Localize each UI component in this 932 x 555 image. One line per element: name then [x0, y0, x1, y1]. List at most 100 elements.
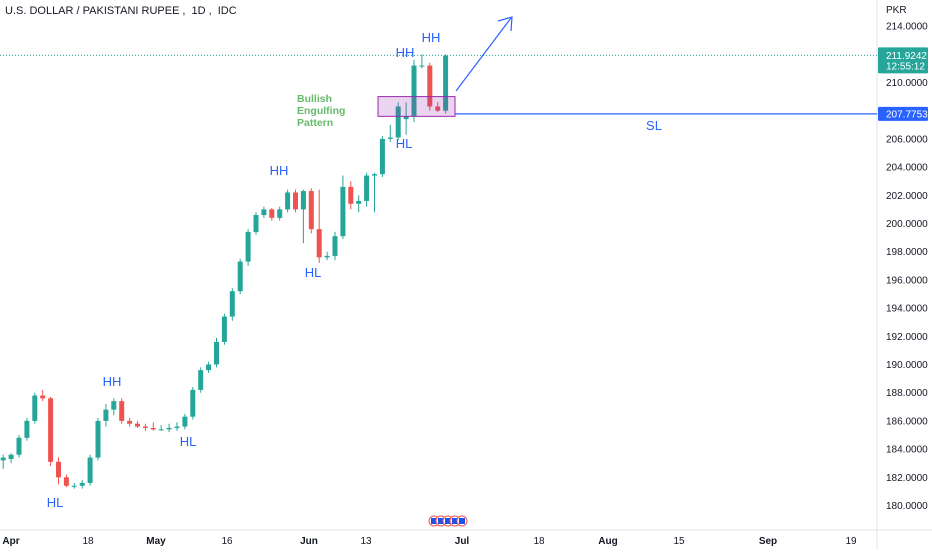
y-tick-label: 194.0000 — [886, 304, 928, 315]
x-tick-label: 19 — [845, 536, 857, 547]
candle-body — [0, 457, 6, 461]
swing-label: HH — [422, 30, 441, 45]
last-price-value: 211.9242 — [886, 51, 927, 62]
candle-body — [332, 236, 338, 256]
candle-body — [198, 370, 204, 390]
projection-arrow-head — [497, 16, 513, 32]
swing-label: HL — [180, 434, 197, 449]
candle-body — [221, 316, 227, 342]
symbol-name: U.S. DOLLAR / PAKISTANI RUPEE — [5, 5, 180, 17]
candle-body — [32, 395, 38, 421]
candle-body — [87, 457, 93, 483]
candle-body — [277, 209, 283, 218]
candle-body — [237, 261, 243, 292]
candle-body — [356, 200, 362, 204]
candle-body — [56, 461, 61, 478]
candle-body — [40, 395, 46, 399]
y-tick-label: 192.0000 — [886, 332, 928, 343]
candle-body — [403, 116, 409, 120]
candle-body — [111, 401, 117, 410]
x-tick-label: Apr — [2, 536, 19, 547]
y-tick-label: 214.0000 — [886, 22, 928, 33]
pattern-text: Pattern — [297, 117, 333, 129]
candle-body — [372, 174, 377, 176]
candle-body — [229, 291, 235, 317]
candle-body — [135, 423, 140, 427]
y-tick-label: 196.0000 — [886, 275, 928, 286]
candle-body — [206, 364, 212, 371]
candle-body — [419, 65, 425, 67]
candle-body — [387, 137, 393, 139]
y-tick-label: 180.0000 — [886, 501, 928, 512]
candle-body — [182, 416, 188, 427]
exchange-label: IDC — [217, 5, 237, 17]
candle-body — [214, 341, 219, 365]
event-flag-icon — [445, 518, 451, 524]
y-tick-label: 210.0000 — [886, 78, 928, 89]
x-tick-label: 16 — [221, 536, 233, 547]
candle-body — [150, 427, 156, 430]
candle-body — [103, 409, 109, 421]
candle-body — [364, 175, 370, 201]
candle-body — [269, 209, 275, 218]
candle-body — [79, 482, 85, 486]
candle-body — [261, 209, 267, 216]
y-tick-label: 204.0000 — [886, 163, 928, 174]
swing-label: HL — [305, 265, 322, 280]
x-tick-label: 18 — [533, 536, 545, 547]
projection-arrow-line — [455, 17, 512, 92]
candle-body — [158, 429, 164, 431]
x-tick-label: 13 — [360, 536, 372, 547]
x-tick-label: Sep — [759, 536, 777, 547]
swing-label: HL — [47, 495, 64, 510]
candle-body — [245, 231, 251, 262]
candle-body — [395, 106, 401, 138]
candle-body — [285, 192, 291, 210]
x-tick-label: 15 — [673, 536, 685, 547]
stop-loss-label: SL — [646, 118, 662, 133]
candle-body — [308, 191, 314, 230]
swing-label: HL — [396, 136, 413, 151]
sl-price-value: 207.7753 — [886, 109, 928, 120]
y-tick-label: 200.0000 — [886, 219, 928, 230]
sl-price-label-bg — [878, 106, 928, 121]
y-tick-label: 182.0000 — [886, 473, 928, 484]
candle-body — [253, 215, 259, 232]
chart-title: U.S. DOLLAR / PAKISTANI RUPEE, 1D, IDC — [5, 5, 237, 17]
candle-body — [95, 420, 101, 458]
event-flag-icon — [438, 518, 444, 524]
y-tick-label: 202.0000 — [886, 191, 928, 202]
candle-body — [174, 426, 180, 428]
candle-body — [166, 427, 172, 430]
candle-body — [324, 255, 330, 258]
pattern-text: Engulfing — [297, 105, 345, 117]
candle-body — [340, 186, 346, 237]
pattern-highlight-box — [377, 96, 456, 117]
candle-body — [427, 65, 433, 107]
candle-body — [48, 398, 54, 462]
swing-label: HH — [103, 374, 122, 389]
candle-body — [293, 192, 298, 210]
candle-body — [435, 106, 441, 111]
candle-body — [316, 229, 322, 258]
x-tick-label: Aug — [598, 536, 617, 547]
x-tick-label: May — [146, 536, 166, 547]
countdown-timer: 12:55:12 — [886, 61, 925, 72]
candle-body — [142, 426, 148, 428]
y-tick-label: 188.0000 — [886, 388, 928, 399]
x-tick-label: Jul — [455, 536, 470, 547]
x-tick-label: Jun — [300, 536, 318, 547]
swing-label: HH — [270, 163, 289, 178]
candle-body — [300, 191, 306, 210]
interval-label: 1D — [191, 5, 206, 17]
candle-body — [63, 477, 69, 486]
candle-body — [8, 454, 14, 459]
candle-body — [16, 437, 22, 455]
y-tick-label: 206.0000 — [886, 134, 928, 145]
y-tick-label: 186.0000 — [886, 416, 928, 427]
candle-body — [119, 401, 125, 421]
y-tick-label: 198.0000 — [886, 247, 928, 258]
pattern-text: Bullish — [297, 93, 332, 105]
